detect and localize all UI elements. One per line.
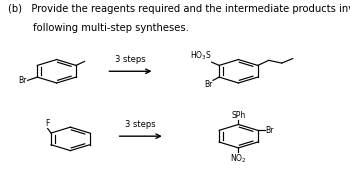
- Text: Br: Br: [19, 76, 27, 85]
- Text: F: F: [46, 119, 50, 128]
- Text: (b)   Provide the reagents required and the intermediate products involved in th: (b) Provide the reagents required and th…: [8, 4, 350, 14]
- Text: Br: Br: [265, 126, 273, 135]
- Text: Br: Br: [205, 80, 213, 89]
- Text: following multi-step syntheses.: following multi-step syntheses.: [8, 24, 189, 33]
- Text: 3 steps: 3 steps: [125, 120, 156, 129]
- Text: HO$_3$S: HO$_3$S: [190, 50, 212, 62]
- Text: SPh: SPh: [231, 111, 246, 120]
- Text: NO$_2$: NO$_2$: [230, 153, 247, 165]
- Text: 3 steps: 3 steps: [115, 55, 146, 64]
